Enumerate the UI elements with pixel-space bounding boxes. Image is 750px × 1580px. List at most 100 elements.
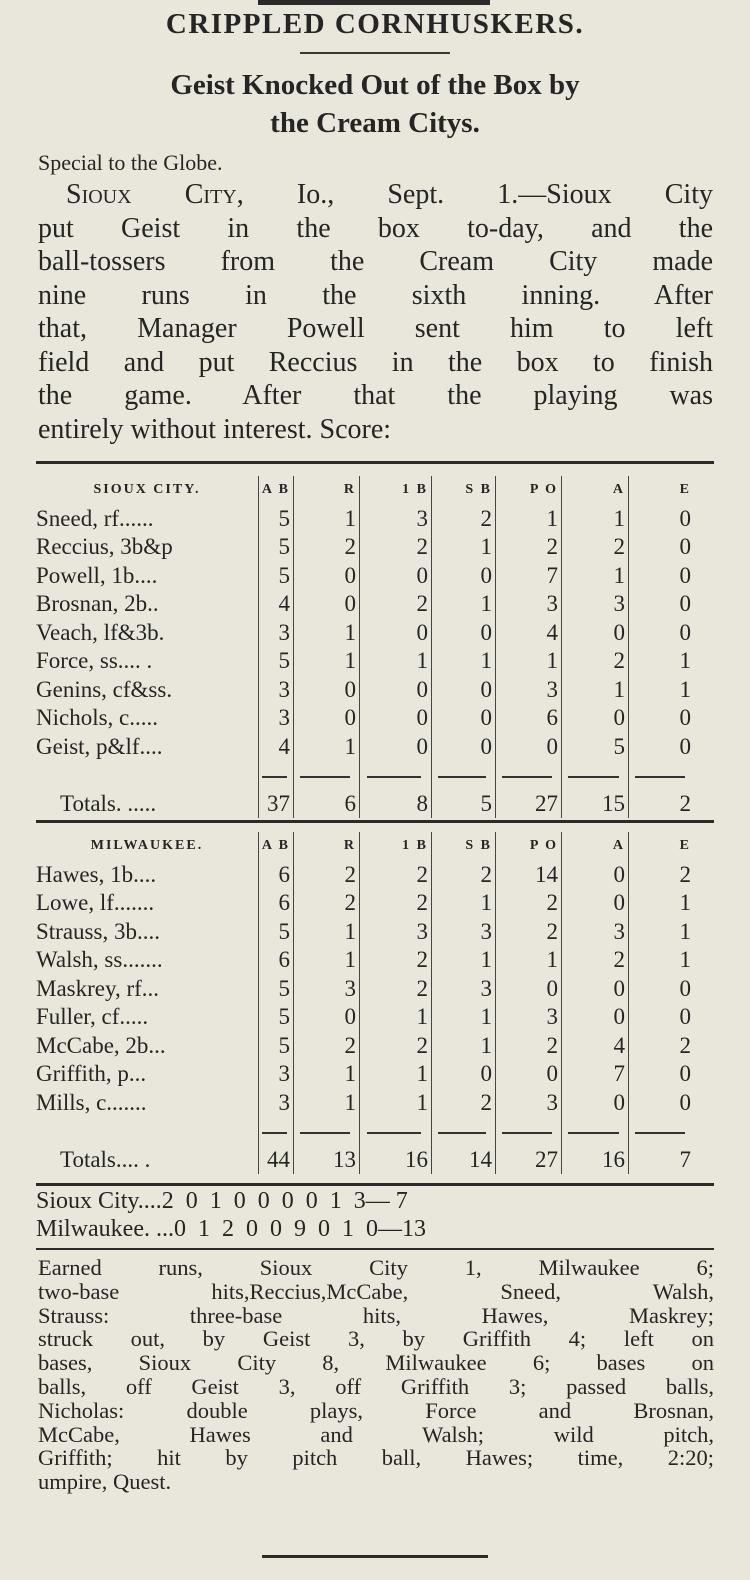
- stat-cell: 0: [628, 561, 694, 590]
- summary-line: Griffith; hit by pitch ball, Hawes; time…: [38, 1445, 714, 1471]
- player-row: Brosnan, 2b.. 4 0 2 1 3 3 0: [36, 590, 716, 619]
- summary-line: umpire, Quest.: [38, 1469, 172, 1495]
- stat-cell: 3: [293, 974, 359, 1003]
- player-row: Fuller, cf..... 5 0 1 1 3 0 0: [36, 1003, 716, 1032]
- stat-cell: 1: [293, 917, 359, 946]
- stat-cell: 4: [561, 1031, 628, 1060]
- stat-cell: 0: [293, 561, 359, 590]
- player-name: Hawes, 1b....: [36, 861, 157, 887]
- player-row: Griffith, p... 3 1 1 0 0 7 0: [36, 1060, 716, 1089]
- summary-line: struck out, by Geist 3, by Griffith 4; l…: [38, 1326, 714, 1352]
- summary-line: balls, off Geist 3, off Griffith 3; pass…: [38, 1373, 714, 1399]
- stat-cell: 3: [258, 1060, 293, 1089]
- story-line: entirely without interest. Score:: [38, 413, 392, 445]
- story-body: Sioux City, Io., Sept. 1.—Sioux City put…: [38, 178, 713, 446]
- story-line: nine runs in the sixth inning. After: [38, 279, 713, 311]
- stat-cell: 3: [359, 504, 431, 533]
- column-header: S B: [431, 832, 495, 861]
- player-name: Strauss, 3b....: [36, 918, 160, 944]
- column-header: R: [293, 476, 359, 505]
- game-summary: Earned runs, Sioux City 1, Milwaukee 6; …: [38, 1256, 714, 1494]
- player-row: McCabe, 2b... 5 2 2 1 2 4 2: [36, 1031, 716, 1060]
- stat-cell: 0: [628, 504, 694, 533]
- end-rule: [262, 1555, 488, 1558]
- stat-cell: 1: [293, 618, 359, 647]
- stat-cell: 5: [258, 533, 293, 562]
- total-cell: 2: [628, 789, 694, 818]
- stat-cell: 5: [258, 917, 293, 946]
- subheadline: Geist Knocked Out of the Box by the Crea…: [30, 66, 720, 142]
- column-header: S B: [431, 476, 495, 505]
- stat-cell: 5: [258, 504, 293, 533]
- stat-cell: 1: [431, 889, 495, 918]
- summary-line: bases, Sioux City 8, Milwaukee 6; bases …: [38, 1350, 714, 1376]
- stat-cell: 3: [495, 590, 561, 619]
- dash-cell: [431, 1117, 495, 1146]
- dash-cell: [431, 761, 495, 790]
- stat-cell: 2: [293, 533, 359, 562]
- totals-divider: [36, 761, 716, 790]
- stat-cell: 0: [561, 889, 628, 918]
- stat-cell: 1: [495, 946, 561, 975]
- stat-cell: 0: [628, 1003, 694, 1032]
- stat-cell: 2: [495, 917, 561, 946]
- stat-cell: 0: [359, 675, 431, 704]
- stat-cell: 1: [431, 590, 495, 619]
- stat-cell: 1: [293, 1088, 359, 1117]
- stat-cell: 0: [561, 1003, 628, 1032]
- total-cell: 44: [258, 1145, 293, 1174]
- stat-cell: 2: [359, 590, 431, 619]
- stat-cell: 1: [359, 1003, 431, 1032]
- stat-cell: 5: [258, 647, 293, 676]
- dash-cell: [561, 1117, 628, 1146]
- dash-cell: [293, 1117, 359, 1146]
- stat-cell: 3: [495, 1003, 561, 1032]
- stat-cell: 3: [495, 675, 561, 704]
- player-name: Sneed, rf......: [36, 505, 154, 531]
- stat-cell: 0: [359, 704, 431, 733]
- stat-cell: 0: [495, 974, 561, 1003]
- subhead-line: Geist Knocked Out of the Box by: [170, 69, 580, 101]
- stat-cell: 3: [561, 917, 628, 946]
- stat-cell: 2: [359, 974, 431, 1003]
- stat-cell: 0: [628, 1060, 694, 1089]
- player-name: Genins, cf&ss.: [36, 676, 173, 702]
- stat-cell: 3: [258, 1088, 293, 1117]
- stat-cell: 0: [431, 675, 495, 704]
- linescore-sioux-city: Sioux City....2 0 1 0 0 0 0 1 3— 7: [36, 1188, 408, 1214]
- stat-cell: 2: [359, 860, 431, 889]
- stat-cell: 4: [258, 732, 293, 761]
- totals-row: Totals. ..... 37 6 8 5 27 15 2: [36, 789, 716, 818]
- player-row: Genins, cf&ss. 3 0 0 0 3 1 1: [36, 675, 716, 704]
- stat-cell: 1: [293, 732, 359, 761]
- stat-cell: 1: [293, 946, 359, 975]
- player-name: Maskrey, rf...: [36, 975, 160, 1001]
- player-row: Nichols, c..... 3 0 0 0 6 0 0: [36, 704, 716, 733]
- summary-line: Earned runs, Sioux City 1, Milwaukee 6;: [38, 1255, 714, 1280]
- player-name: Lowe, lf.......: [36, 890, 155, 915]
- column-header: A B: [258, 832, 293, 861]
- total-cell: 7: [628, 1145, 694, 1174]
- stat-cell: 6: [258, 946, 293, 975]
- player-name: Griffith, p...: [36, 1061, 147, 1086]
- stat-cell: 1: [359, 1060, 431, 1089]
- headline: CRIPPLED CORNHUSKERS.: [165, 8, 585, 40]
- totals-label: Totals. .....: [60, 790, 157, 816]
- stat-cell: 6: [258, 889, 293, 918]
- stat-cell: 0: [561, 618, 628, 647]
- column-header: E: [628, 832, 694, 861]
- stat-cell: 1: [431, 1031, 495, 1060]
- stat-cell: 2: [293, 889, 359, 918]
- dateline: Sioux City,: [66, 179, 244, 210]
- team-name: SIOUX CITY.: [93, 482, 201, 497]
- player-row: Walsh, ss....... 6 1 2 1 1 2 1: [36, 946, 716, 975]
- stat-cell: 2: [359, 889, 431, 918]
- stat-cell: 1: [628, 917, 694, 946]
- stat-cell: 1: [628, 675, 694, 704]
- spacer: [36, 761, 258, 790]
- player-name: Force, ss.... .: [36, 648, 153, 673]
- table-rule: [36, 461, 714, 464]
- story-line: field and put Reccius in the box to fini…: [38, 346, 713, 378]
- stat-cell: 5: [258, 1031, 293, 1060]
